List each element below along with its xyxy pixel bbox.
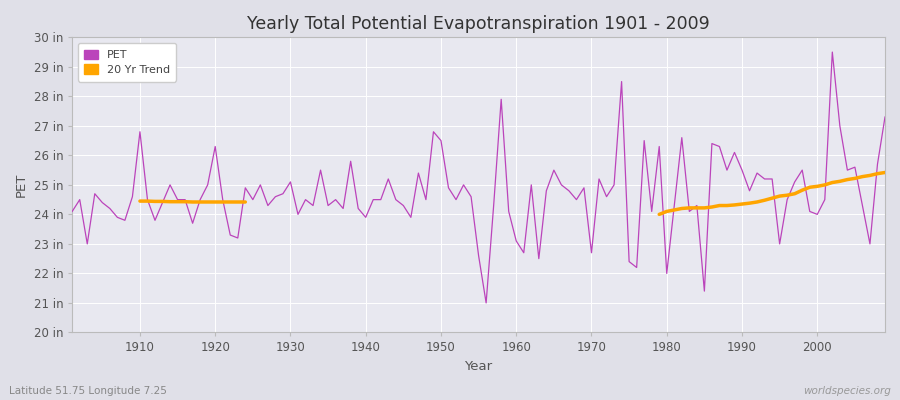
20 Yr Trend — [180, 199, 191, 204]
PET — [518, 250, 529, 255]
Title: Yearly Total Potential Evapotranspiration 1901 - 2009: Yearly Total Potential Evapotranspiratio… — [248, 15, 710, 33]
Text: Latitude 51.75 Longitude 7.25: Latitude 51.75 Longitude 7.25 — [9, 386, 166, 396]
20 Yr Trend — [165, 199, 176, 204]
PET — [481, 300, 491, 305]
Legend: PET, 20 Yr Trend: PET, 20 Yr Trend — [77, 43, 176, 82]
Line: 20 Yr Trend: 20 Yr Trend — [140, 201, 246, 202]
20 Yr Trend — [210, 200, 220, 204]
PET — [338, 206, 348, 211]
Text: worldspecies.org: worldspecies.org — [803, 386, 891, 396]
20 Yr Trend — [187, 200, 198, 204]
20 Yr Trend — [232, 200, 243, 204]
Y-axis label: PET: PET — [15, 173, 28, 197]
20 Yr Trend — [142, 199, 153, 204]
PET — [127, 194, 138, 199]
20 Yr Trend — [172, 199, 183, 204]
X-axis label: Year: Year — [464, 360, 492, 373]
Line: PET: PET — [72, 52, 885, 303]
PET — [879, 115, 890, 120]
PET — [511, 238, 522, 243]
PET — [292, 212, 303, 217]
PET — [67, 209, 77, 214]
20 Yr Trend — [240, 200, 251, 204]
20 Yr Trend — [194, 200, 205, 204]
20 Yr Trend — [202, 200, 213, 204]
20 Yr Trend — [225, 200, 236, 204]
PET — [827, 50, 838, 54]
20 Yr Trend — [217, 200, 228, 204]
20 Yr Trend — [158, 199, 168, 204]
20 Yr Trend — [134, 199, 145, 204]
PET — [608, 182, 619, 187]
20 Yr Trend — [149, 199, 160, 204]
